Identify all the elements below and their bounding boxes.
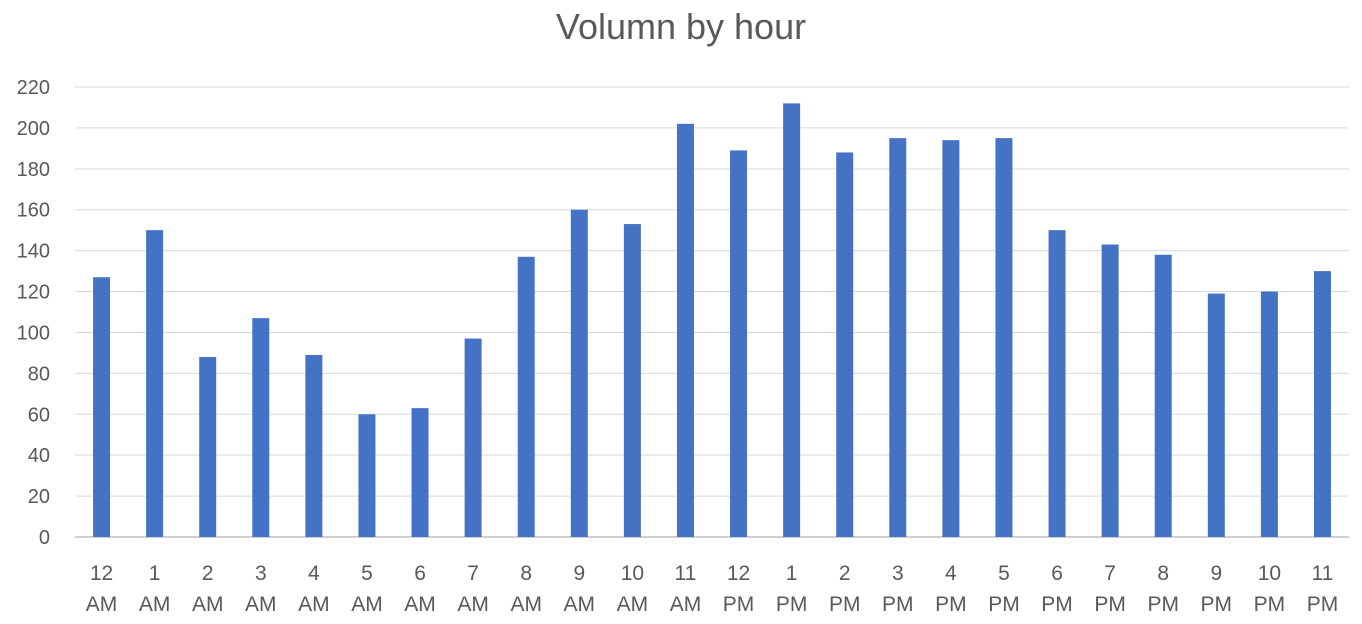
x-tick-label: 12 [90, 562, 113, 585]
bar [570, 209, 588, 537]
x-axis-tick-labels: 12AM1AM2AM3AM4AM5AM6AM7AM8AM9AM10AM11AM1… [86, 562, 1338, 616]
x-tick-label: AM [510, 593, 542, 616]
x-tick-label: 1 [149, 562, 161, 585]
bar [1048, 230, 1066, 537]
x-tick-label: PM [988, 593, 1020, 616]
bar [889, 138, 907, 538]
x-tick-label: 7 [1104, 562, 1116, 585]
y-tick-label: 20 [28, 486, 50, 508]
x-tick-label: 10 [621, 562, 644, 585]
y-tick-label: 120 [17, 282, 50, 304]
x-tick-label: 1 [786, 562, 798, 585]
x-tick-label: 9 [573, 562, 585, 585]
x-tick-label: AM [139, 593, 171, 616]
x-tick-label: 11 [1312, 562, 1334, 585]
x-tick-label: 9 [1210, 562, 1222, 585]
x-tick-label: 6 [414, 562, 426, 585]
x-tick-label: 3 [255, 562, 267, 585]
x-tick-label: AM [617, 593, 649, 616]
x-tick-label: 8 [1157, 562, 1169, 585]
gridlines [75, 86, 1349, 538]
x-tick-label: PM [1041, 593, 1073, 616]
y-tick-label: 160 [17, 200, 50, 222]
x-tick-label: 2 [839, 562, 851, 585]
x-tick-label: 8 [520, 562, 532, 585]
x-tick-label: AM [245, 593, 277, 616]
x-tick-label: PM [935, 593, 967, 616]
y-tick-label: 40 [28, 445, 50, 467]
x-tick-label: AM [404, 593, 436, 616]
x-tick-label: 2 [202, 562, 214, 585]
bar [995, 138, 1013, 538]
x-tick-label: 3 [892, 562, 904, 585]
bar [252, 318, 270, 537]
chart-title: Volumn by hour [555, 6, 807, 47]
y-tick-label: 0 [39, 527, 50, 549]
bar [93, 277, 111, 537]
x-tick-label: PM [882, 593, 914, 616]
x-tick-label: PM [776, 593, 808, 616]
x-tick-label: 7 [467, 562, 479, 585]
bar [464, 338, 482, 537]
bar [358, 414, 376, 537]
x-tick-label: 4 [945, 562, 957, 585]
bar [305, 354, 323, 537]
y-tick-label: 60 [28, 404, 50, 426]
bar [146, 230, 164, 537]
x-tick-label: AM [564, 593, 596, 616]
x-tick-label: 12 [727, 562, 750, 585]
bar [199, 357, 217, 537]
x-tick-label: 6 [1051, 562, 1063, 585]
y-axis-tick-labels: 0 20 40 60 80 100 120 140 160 180 200 220 [17, 77, 50, 549]
bar [836, 152, 854, 538]
bar [783, 103, 801, 537]
x-tick-label: 5 [361, 562, 373, 585]
x-tick-label: AM [298, 593, 330, 616]
x-tick-label: PM [1254, 593, 1286, 616]
x-tick-label: 11 [675, 562, 697, 585]
x-tick-label: PM [1307, 593, 1339, 616]
x-tick-label: 5 [998, 562, 1010, 585]
x-tick-label: PM [1094, 593, 1126, 616]
bar [730, 150, 748, 537]
y-tick-label: 140 [17, 241, 50, 263]
x-tick-label: AM [192, 593, 224, 616]
x-tick-label: PM [1201, 593, 1233, 616]
bars [93, 103, 1331, 538]
x-tick-label: PM [723, 593, 755, 616]
x-tick-label: 10 [1258, 562, 1281, 585]
bar [1313, 271, 1331, 537]
x-tick-label: AM [457, 593, 489, 616]
bar [942, 140, 960, 537]
y-tick-label: 180 [17, 159, 50, 181]
x-tick-label: PM [1147, 593, 1179, 616]
y-tick-label: 100 [17, 322, 50, 344]
bar [1207, 293, 1225, 537]
bar [1154, 254, 1172, 537]
bar [623, 224, 641, 537]
y-tick-label: 80 [28, 363, 50, 385]
x-tick-label: AM [351, 593, 383, 616]
x-tick-label: AM [86, 593, 118, 616]
x-tick-label: AM [670, 593, 702, 616]
bar [676, 123, 694, 538]
x-tick-label: PM [829, 593, 861, 616]
y-tick-label: 200 [17, 118, 50, 140]
bar [517, 256, 535, 537]
x-tick-label: 4 [308, 562, 320, 585]
bar [1101, 244, 1119, 537]
bar [411, 408, 429, 537]
bar [1260, 291, 1278, 537]
y-tick-label: 220 [17, 77, 50, 99]
